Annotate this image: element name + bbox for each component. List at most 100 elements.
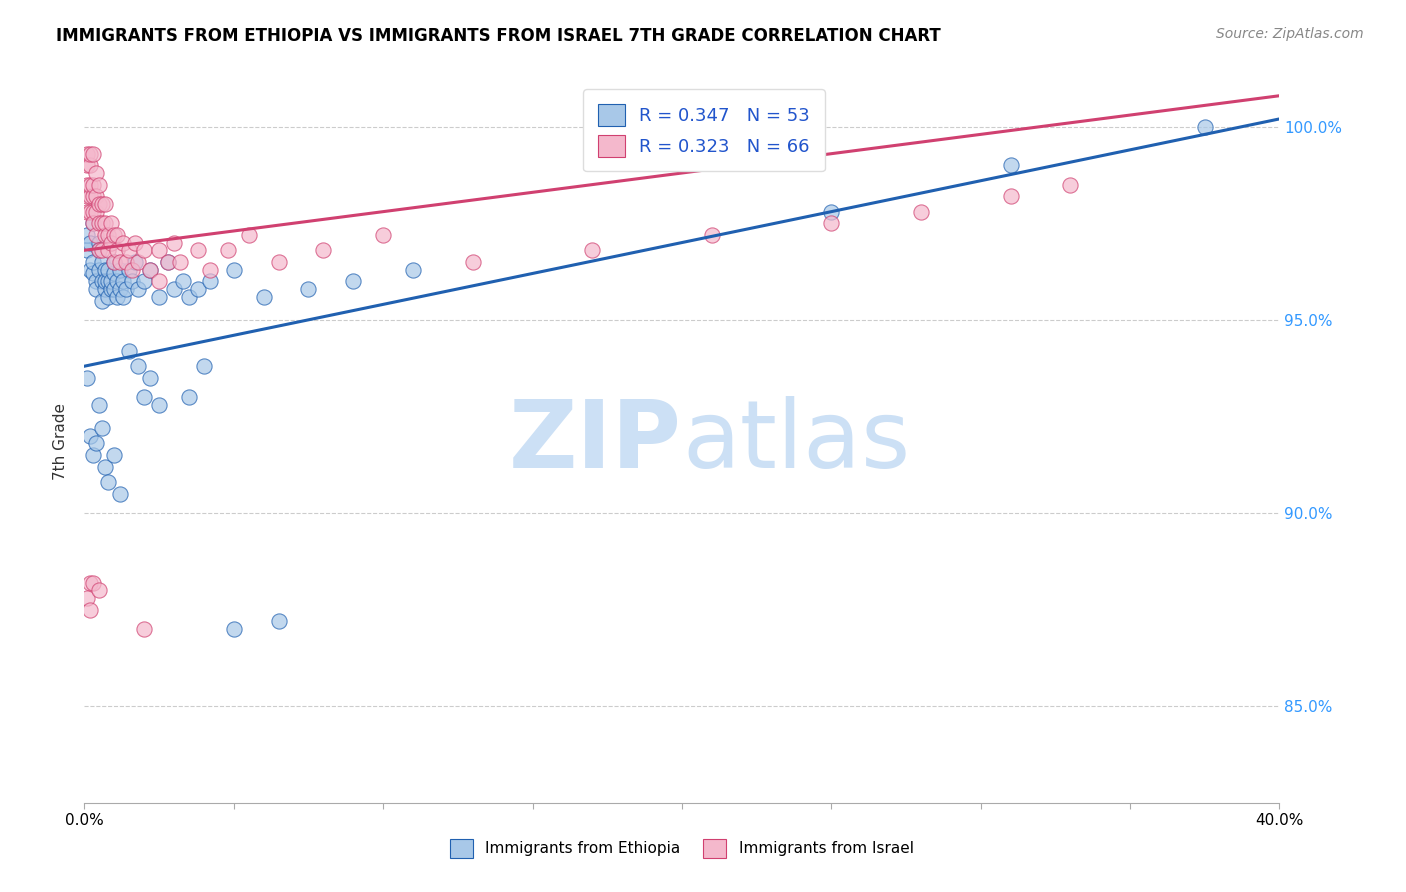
Point: [89, 244, 111, 258]
Point: [1059, 178, 1081, 192]
Point: [112, 290, 135, 304]
Point: [103, 267, 125, 281]
Point: [217, 244, 239, 258]
Point: [198, 274, 221, 288]
Point: [132, 390, 156, 404]
Text: ZIP: ZIP: [509, 395, 682, 488]
Point: [86, 274, 108, 288]
Point: [79, 189, 101, 203]
Point: [105, 227, 128, 242]
Point: [76, 204, 98, 219]
Point: [103, 227, 125, 242]
Point: [461, 255, 484, 269]
Point: [157, 255, 180, 269]
Point: [91, 421, 114, 435]
Point: [105, 290, 128, 304]
Point: [97, 244, 120, 258]
Point: [169, 255, 191, 269]
Point: [373, 227, 395, 242]
Point: [1000, 189, 1022, 203]
Point: [86, 227, 108, 242]
Point: [163, 282, 186, 296]
Point: [76, 158, 98, 172]
Point: [105, 244, 128, 258]
Point: [82, 448, 104, 462]
Point: [103, 282, 125, 296]
Point: [94, 459, 117, 474]
Text: Source: ZipAtlas.com: Source: ZipAtlas.com: [1216, 27, 1364, 41]
Point: [79, 204, 101, 219]
Point: [82, 189, 104, 203]
Point: [82, 267, 104, 281]
Point: [82, 216, 104, 230]
Point: [103, 448, 125, 462]
Point: [89, 178, 111, 192]
Point: [187, 282, 209, 296]
Point: [139, 262, 162, 277]
Point: [79, 146, 101, 161]
Point: [112, 274, 135, 288]
Point: [820, 216, 842, 230]
Point: [105, 274, 128, 288]
Point: [132, 244, 156, 258]
Point: [79, 158, 101, 172]
Point: [700, 227, 723, 242]
Point: [110, 262, 132, 277]
Point: [103, 255, 125, 269]
Point: [177, 390, 200, 404]
Point: [1194, 120, 1216, 134]
Point: [253, 290, 276, 304]
Point: [86, 204, 108, 219]
Point: [89, 583, 111, 598]
Point: [94, 227, 117, 242]
Point: [97, 262, 120, 277]
Point: [121, 262, 143, 277]
Point: [100, 235, 122, 250]
Point: [110, 486, 132, 500]
Point: [76, 189, 98, 203]
Point: [97, 227, 120, 242]
Point: [148, 290, 170, 304]
Point: [94, 274, 117, 288]
Point: [115, 255, 138, 269]
Point: [139, 371, 162, 385]
Point: [118, 244, 141, 258]
Point: [124, 235, 146, 250]
Point: [97, 475, 120, 489]
Point: [148, 244, 170, 258]
Point: [297, 282, 319, 296]
Point: [267, 614, 290, 628]
Point: [127, 282, 149, 296]
Legend: Immigrants from Ethiopia, Immigrants from Israel: Immigrants from Ethiopia, Immigrants fro…: [444, 833, 920, 863]
Point: [187, 244, 209, 258]
Point: [91, 274, 114, 288]
Point: [79, 602, 101, 616]
Point: [198, 262, 221, 277]
Point: [76, 227, 98, 242]
Point: [1000, 158, 1022, 172]
Point: [172, 274, 194, 288]
Point: [82, 575, 104, 590]
Point: [94, 197, 117, 211]
Point: [110, 255, 132, 269]
Point: [79, 575, 101, 590]
Point: [76, 146, 98, 161]
Point: [89, 244, 111, 258]
Point: [97, 290, 120, 304]
Point: [148, 274, 170, 288]
Point: [124, 255, 146, 269]
Point: [112, 235, 135, 250]
Point: [238, 227, 260, 242]
Point: [100, 282, 122, 296]
Point: [267, 255, 290, 269]
Point: [222, 622, 245, 636]
Point: [820, 204, 842, 219]
Point: [402, 262, 425, 277]
Point: [94, 282, 117, 296]
Point: [163, 235, 186, 250]
Point: [127, 255, 149, 269]
Point: [82, 178, 104, 192]
Point: [82, 216, 104, 230]
Point: [312, 244, 335, 258]
Point: [86, 189, 108, 203]
